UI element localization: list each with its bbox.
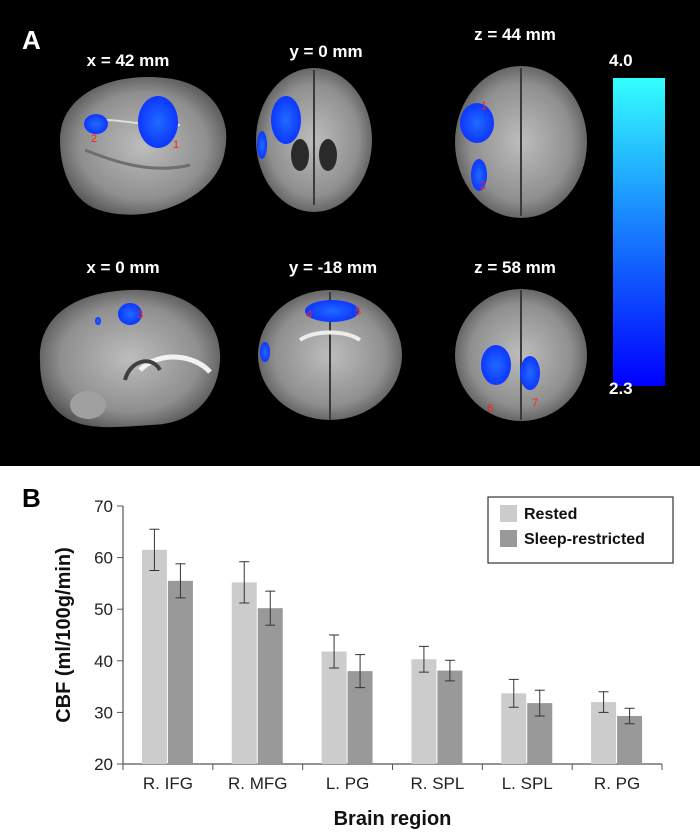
activation-blob <box>138 96 178 148</box>
legend-box <box>487 496 674 564</box>
brain-slices-figure: 2 1 1 2 3 4 5 6 7 <box>39 66 665 428</box>
activation-blob <box>481 345 511 385</box>
panel-a-brain-images: 2 1 1 2 3 4 5 6 7 A x = 42 mm y = 0 mm z… <box>0 0 700 466</box>
bar-rested-0 <box>141 549 167 764</box>
activation-blob <box>257 131 267 159</box>
marker-label: 1 <box>481 100 487 112</box>
slice-label: y = 0 mm <box>289 42 363 61</box>
bar-sleep-restricted-1 <box>257 608 283 764</box>
activation-blob <box>305 300 359 322</box>
marker-label: 7 <box>532 397 538 409</box>
slice-coronal-y0 <box>256 68 372 212</box>
slice-coronal-y-18 <box>258 290 402 420</box>
marker-label: 3 <box>137 309 143 321</box>
y-tick-label: 30 <box>94 703 113 722</box>
slice-sagittal-x42 <box>60 77 227 215</box>
marker-label: 4 <box>306 309 312 321</box>
marker-label: 6 <box>487 403 493 415</box>
legend-swatch <box>500 505 517 522</box>
slice-label: x = 0 mm <box>86 258 160 277</box>
y-tick-label: 40 <box>94 652 113 671</box>
x-tick-label: L. PG <box>326 774 369 793</box>
x-tick-label: R. PG <box>594 774 640 793</box>
x-tick-label: R. IFG <box>143 774 193 793</box>
slice-axial-z58 <box>455 289 587 421</box>
activation-blob <box>520 356 540 390</box>
slice-label: y = -18 mm <box>288 258 378 277</box>
y-axis-title: CBF (ml/100g/min) <box>53 547 75 723</box>
slice-label: x = 42 mm <box>86 51 170 70</box>
activation-blob <box>460 103 494 143</box>
x-tick-label: L. SPL <box>502 774 553 793</box>
slice-sagittal-x0 <box>39 289 221 428</box>
y-tick-label: 70 <box>94 497 113 516</box>
x-tick-label: R. MFG <box>228 774 288 793</box>
activation-blob <box>95 317 101 325</box>
x-tick-label: R. SPL <box>410 774 464 793</box>
panel-a-label: A <box>22 25 41 55</box>
legend-swatch <box>500 530 517 547</box>
bar-chart: 20 30 40 50 60 70 R. IFG R. MFG L. PG R. SPL L. SP… <box>53 496 674 830</box>
activation-blob <box>471 159 487 191</box>
colorbar-max-label: 4.0 <box>609 51 633 70</box>
panel-b-label: B <box>22 483 41 513</box>
colorbar <box>613 78 665 386</box>
slice-label: z = 58 mm <box>474 258 556 277</box>
slice-label: z = 44 mm <box>474 25 556 44</box>
bar-rested-2 <box>321 651 347 764</box>
marker-label: 1 <box>173 139 179 151</box>
bar-sleep-restricted-3 <box>437 670 463 764</box>
y-tick-label: 60 <box>94 549 113 568</box>
y-tick-label: 20 <box>94 755 113 774</box>
y-tick-label: 50 <box>94 600 113 619</box>
legend-label: Sleep-restricted <box>524 531 645 548</box>
activation-blob <box>260 342 270 362</box>
slice-axial-z44 <box>455 66 587 218</box>
marker-label: 2 <box>480 180 486 192</box>
bar-sleep-restricted-0 <box>167 580 193 764</box>
activation-blob <box>118 303 142 325</box>
legend-label: Rested <box>524 506 577 523</box>
marker-label: 5 <box>355 306 361 318</box>
x-axis-title: Brain region <box>334 808 452 830</box>
activation-blob <box>84 114 108 134</box>
bar-rested-1 <box>231 582 257 764</box>
activation-blob <box>271 96 301 144</box>
colorbar-min-label: 2.3 <box>609 379 633 398</box>
bar-rested-3 <box>411 659 437 764</box>
marker-label: 2 <box>91 133 97 145</box>
